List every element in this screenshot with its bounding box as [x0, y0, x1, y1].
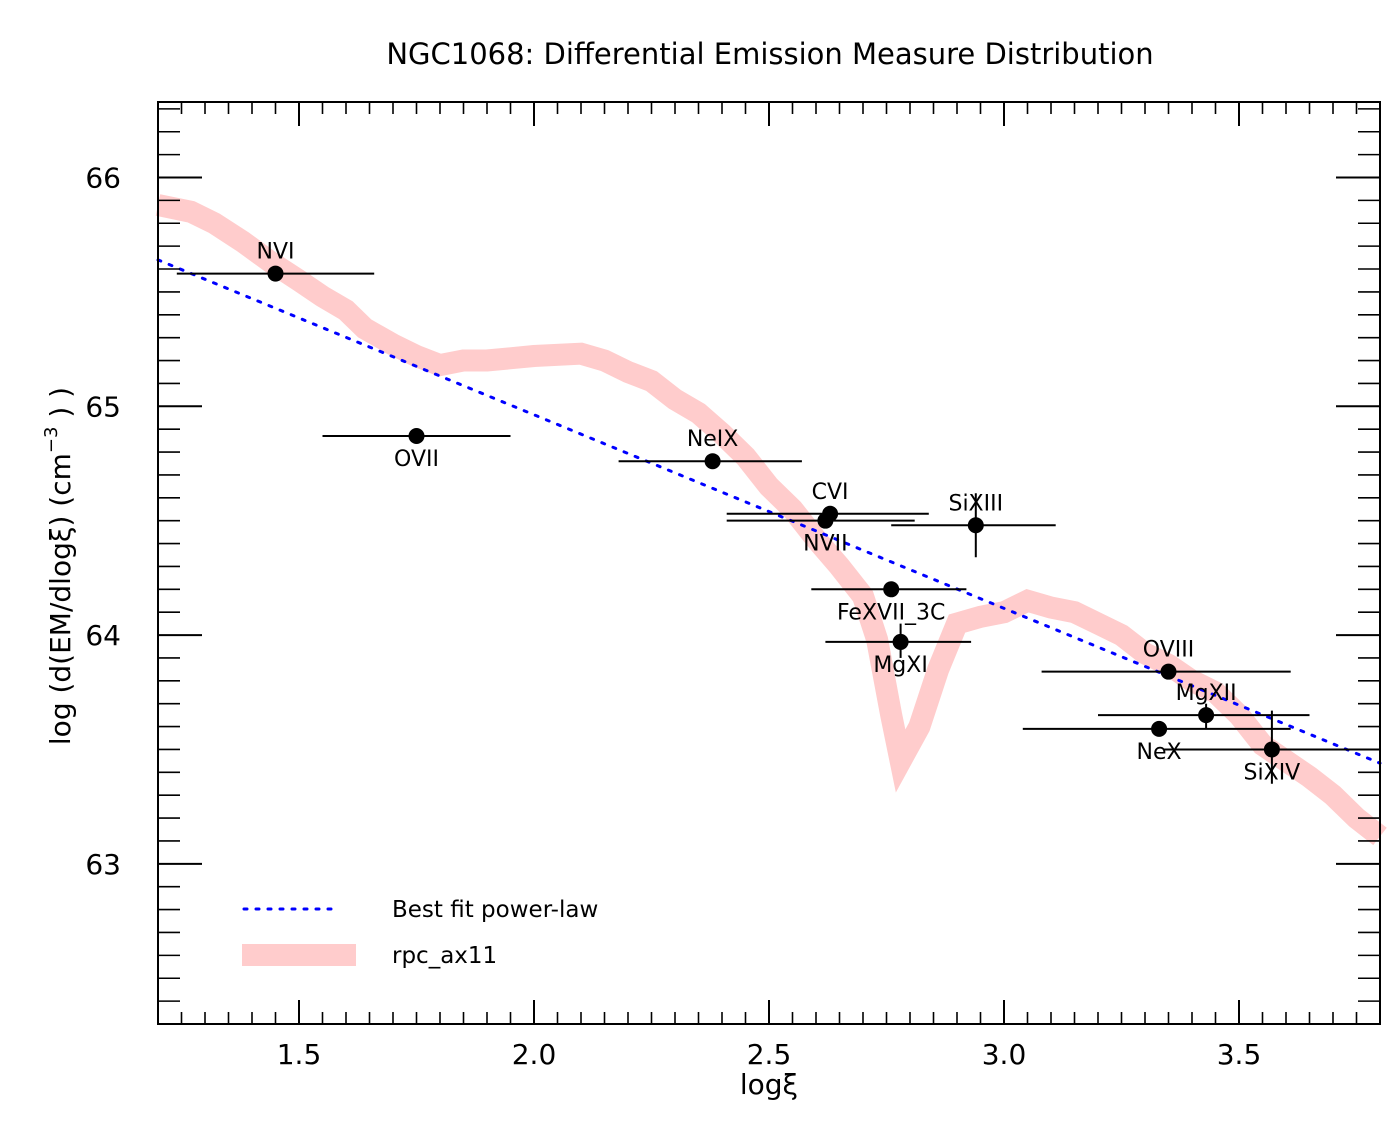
data-point-sixiv: [1263, 741, 1280, 758]
point-label-mgxi: MgXI: [873, 653, 928, 678]
data-point-neix: [704, 453, 721, 470]
x-axis-label: logξ: [740, 1068, 798, 1101]
legend: Best fit power-law rpc_ax11: [242, 897, 598, 969]
data-point-fexvii-3c: [883, 581, 900, 598]
point-label-neix: NeIX: [687, 427, 739, 452]
point-label-sixiv: SiXIV: [1244, 760, 1301, 785]
data-point-mgxii: [1198, 707, 1215, 724]
x-tick-label: 3.0: [982, 1038, 1027, 1071]
y-tick-label: 64: [85, 619, 121, 652]
data-point-nvii: [817, 512, 834, 529]
x-tick-label: 3.5: [1217, 1038, 1262, 1071]
data-point-nvi: [267, 265, 284, 282]
data-point-oviii: [1160, 663, 1177, 680]
point-label-oviii: OVIII: [1143, 638, 1194, 663]
data-point-mgxi: [892, 633, 909, 650]
series-line-power-law: [156, 258, 1382, 765]
y-tick-label: 63: [85, 848, 121, 881]
y-tick-label: 65: [85, 390, 121, 423]
plot-area: NVI OVII NeIX CVI NVII SiXIII FeXVII_3C MgXI OVI…: [155, 194, 1387, 846]
point-label-sixiii: SiXIII: [948, 491, 1003, 516]
point-label-fexvii-3c: FeXVII_3C: [837, 600, 945, 625]
point-label-cvi: CVI: [812, 480, 849, 505]
y-axis-label: log (d(EM/dlogξ) (cm−3 ) ): [41, 387, 77, 745]
data-point-sixiii: [967, 517, 984, 534]
x-tick-label: 2.0: [512, 1038, 557, 1071]
point-label-nvi: NVI: [257, 240, 295, 265]
data-point-nex: [1151, 720, 1168, 737]
legend-label-power-law: Best fit power-law: [392, 897, 598, 923]
series-line-rpc-ax11: [155, 194, 1387, 846]
point-label-nvii: NVII: [803, 532, 847, 557]
point-label-mgxii: MgXII: [1176, 681, 1237, 706]
axes: 1.5 2.0 2.5 3.0 3.5 63 64 65 66: [85, 102, 1381, 1071]
x-tick-label: 1.5: [277, 1038, 322, 1071]
chart-title: NGC1068: Differential Emission Measure D…: [386, 37, 1153, 71]
point-label-ovii: OVII: [394, 447, 439, 472]
point-label-nex: NeX: [1137, 740, 1182, 765]
legend-label-rpc-ax11: rpc_ax11: [392, 943, 497, 969]
y-tick-label: 66: [85, 161, 121, 194]
x-tick-label: 2.5: [747, 1038, 792, 1071]
plot-frame: [157, 101, 1381, 1025]
data-point-ovii: [408, 428, 425, 445]
